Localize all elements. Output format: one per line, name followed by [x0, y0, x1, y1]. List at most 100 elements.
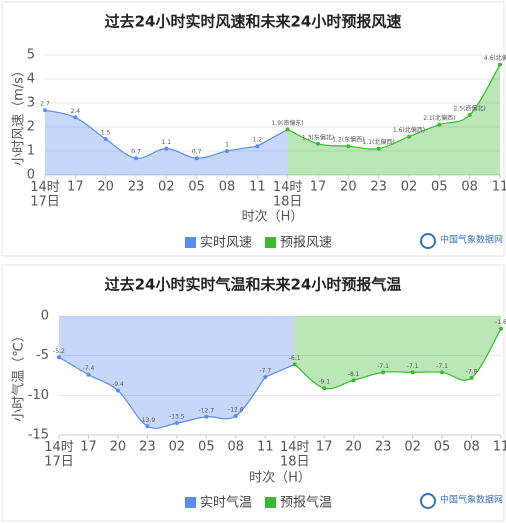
point — [145, 424, 150, 429]
x-tick-label: 20 — [340, 180, 357, 195]
x-axis-label: 时次（H） — [249, 470, 311, 486]
y-tick-label: -10 — [28, 388, 49, 403]
x-tick-label: 23 — [370, 180, 387, 195]
point — [194, 156, 199, 161]
x-tick-label: 08 — [463, 440, 480, 455]
y-tick-label: 3 — [27, 96, 35, 111]
x-tick-label: 02 — [404, 440, 421, 455]
point — [410, 370, 415, 375]
value-label: -12.7 — [199, 407, 215, 414]
value-label: -7.4 — [83, 365, 95, 372]
value-label: 2.5(西偏北) — [454, 105, 486, 113]
value-label: 1.1 — [162, 139, 172, 146]
value-label: -9.4 — [112, 381, 124, 388]
point — [233, 413, 238, 418]
point — [57, 355, 61, 360]
x-tick-label: 20 — [110, 440, 127, 455]
point — [164, 146, 169, 151]
value-label: -9.1 — [318, 379, 330, 386]
y-axis-label: 小时气温（℃） — [11, 329, 27, 422]
x-tick-label: 14时 17日 — [30, 180, 60, 209]
point — [255, 144, 260, 149]
x-tick-label: 17 — [80, 440, 97, 455]
y-tick-label: 0 — [27, 168, 35, 183]
y-tick-label: 5 — [27, 48, 35, 63]
point — [285, 127, 290, 132]
point — [134, 156, 138, 161]
value-label: -7.1 — [436, 363, 448, 370]
value-label: 2.7 — [40, 101, 50, 108]
legend-swatch — [265, 237, 276, 248]
value-label: 2.4 — [71, 108, 81, 115]
point — [115, 388, 120, 393]
point — [174, 421, 179, 426]
point — [86, 372, 91, 377]
point — [346, 144, 351, 149]
x-tick-label: 05 — [434, 440, 451, 455]
y-tick-label: -15 — [28, 428, 49, 443]
value-label: 1.3(东偏北) — [302, 133, 334, 141]
point — [43, 108, 47, 113]
x-tick-label: 05 — [198, 440, 215, 455]
line — [58, 356, 266, 429]
x-axis-label: 时次（H） — [242, 209, 304, 225]
logo: 中国气象数据网 — [440, 234, 503, 246]
value-label: -5.2 — [53, 348, 65, 355]
x-tick-label: 11 — [249, 180, 266, 195]
x-tick-label: 08 — [461, 180, 478, 195]
point — [292, 362, 297, 367]
value-label: 1.2 — [253, 137, 263, 144]
x-tick-label: 02 — [158, 180, 175, 195]
x-tick-label: 23 — [128, 180, 145, 195]
logo-icon — [420, 493, 436, 509]
value-label: 1.5 — [101, 130, 111, 137]
value-label: 1.6(北偏西) — [393, 126, 425, 134]
value-label: -13.9 — [140, 417, 156, 424]
value-label: 2.1(北偏西) — [423, 114, 455, 122]
point — [381, 370, 386, 375]
line — [287, 64, 501, 150]
x-tick-label: 14时 18日 — [280, 440, 310, 469]
x-tick-label: 05 — [188, 180, 205, 195]
x-tick-label: 02 — [401, 180, 418, 195]
legend-label: 预报气温 — [280, 495, 332, 511]
x-tick-label: 05 — [431, 180, 448, 195]
point — [316, 141, 320, 146]
x-tick-label: 17 — [310, 180, 327, 195]
point — [469, 375, 474, 380]
chart-title: 过去24小时实时气温和未来24小时预报气温 — [105, 276, 402, 294]
x-tick-label: 08 — [219, 180, 236, 195]
point — [499, 326, 503, 331]
area-bridge — [257, 129, 288, 175]
panel — [1, 264, 505, 522]
point — [351, 378, 356, 383]
x-tick-label: 08 — [228, 440, 245, 455]
area — [45, 110, 258, 175]
point — [440, 370, 445, 375]
x-tick-label: 23 — [375, 440, 392, 455]
line-bridge — [257, 128, 288, 147]
point — [407, 134, 411, 139]
line — [44, 109, 258, 159]
x-tick-label: 17 — [316, 440, 333, 455]
y-tick-label: 0 — [41, 309, 49, 324]
y-tick-label: 1 — [27, 144, 35, 159]
legend-swatch — [185, 237, 196, 248]
area — [59, 316, 266, 429]
value-label: 0.7 — [131, 149, 141, 156]
y-tick-label: -5 — [36, 348, 49, 363]
value-label: -7.1 — [377, 363, 389, 370]
value-label: 1.1(北偏西) — [363, 138, 395, 146]
value-label: -7.1 — [407, 363, 419, 370]
area — [294, 316, 501, 389]
value-label: -12.6 — [228, 406, 244, 413]
value-label: -6.1 — [289, 355, 301, 362]
x-tick-label: 20 — [97, 180, 114, 195]
value-label: -8.1 — [348, 371, 360, 378]
point — [437, 122, 442, 127]
point — [204, 414, 209, 419]
x-tick-label: 20 — [345, 440, 362, 455]
value-label: -7.7 — [259, 368, 271, 375]
x-tick-label: 14时 18日 — [273, 180, 303, 209]
